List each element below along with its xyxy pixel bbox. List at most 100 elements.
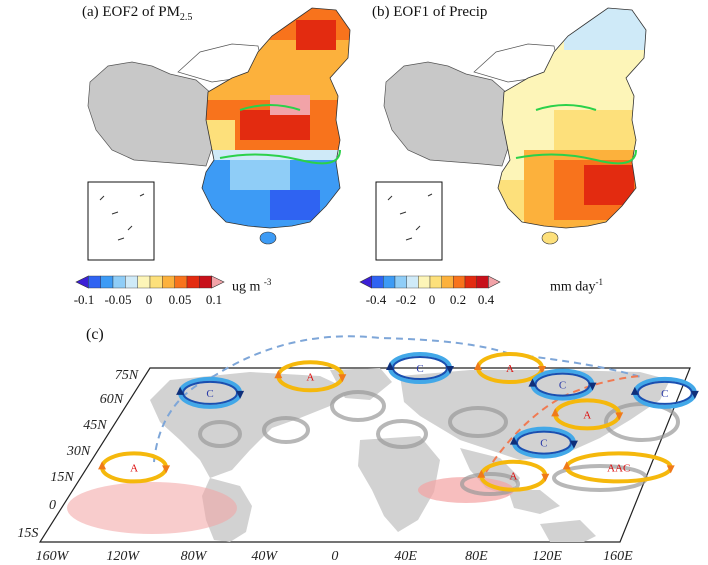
panel-a-unit-base: ug m — [232, 279, 261, 295]
panel-c-label: (c) — [86, 326, 104, 343]
panel-c-lat-label: 15S — [17, 526, 38, 541]
panel-a-colorbar — [75, 275, 225, 289]
panel-c-lon-label: 160W — [36, 549, 70, 564]
panel-c-flow-arrow — [588, 382, 597, 391]
panel-a-colorbar-swatch — [125, 275, 138, 289]
panel-c-center-label: A — [506, 363, 514, 375]
panel-c-center-c: C — [386, 352, 454, 384]
panel-b-colorbar-swatch — [406, 275, 419, 289]
panel-b-tick: 0.2 — [449, 292, 467, 307]
panel-c-flow-arrow — [630, 386, 639, 395]
panel-b-eof1-precip: (b) EOF1 of Precip mm day-1 -0.4 -0.2 0 — [354, 0, 708, 310]
panel-b-colorbar-unit: mm day-1 — [550, 277, 603, 296]
panel-c-grey-ring — [460, 472, 520, 496]
panel-c-lon-labels: 160W 120W 80W 40W 0 40E 80E 120E 160E — [36, 549, 633, 564]
panel-a-inset-islands — [99, 193, 145, 241]
panel-b-yellow-river — [535, 104, 597, 111]
panel-a-tick: -0.05 — [104, 292, 132, 307]
panel-b-china-outline — [497, 7, 647, 229]
panel-c-grey-ring — [376, 419, 428, 449]
panel-c-center-a: A — [474, 352, 546, 384]
panel-c-lat-label: 0 — [49, 498, 56, 513]
panel-c-flow-arrow — [386, 362, 394, 370]
panel-c-flow-arrow — [666, 465, 675, 474]
panel-c-maritime-continent — [508, 490, 560, 514]
panel-b-inset-islands — [387, 193, 433, 241]
panel-a-tick: 0.05 — [168, 292, 192, 307]
panel-c-flow-arrow — [338, 374, 347, 383]
panel-b-tick: -0.4 — [365, 292, 387, 307]
panel-b-hainan — [541, 231, 559, 245]
panel-a-grey-west — [87, 61, 213, 167]
panel-c-center-a: A — [274, 360, 347, 393]
panel-c-lat-label: 60N — [100, 392, 124, 407]
panel-a-yellow-river — [239, 104, 301, 111]
panel-c-flow-arrow — [690, 390, 699, 399]
panel-c-center-c: C — [176, 376, 245, 409]
panel-b-precip-field — [498, 8, 646, 228]
panel-c-lat-labels: 75N 60N 45N 30N 15N 0 15S — [17, 368, 139, 541]
panel-c-north-america — [150, 372, 350, 478]
panel-c-lon-label: 0 — [331, 549, 338, 564]
panel-b-yangtze-river — [515, 149, 637, 165]
panel-c-center-a: A — [98, 451, 171, 484]
panel-c-grey-ring — [262, 416, 310, 444]
panel-c-center-label: C — [206, 388, 213, 400]
panel-b-tick: -0.2 — [395, 292, 417, 307]
panel-c-lon-label: 80E — [465, 549, 488, 564]
panel-c-lat-label: 30N — [66, 444, 91, 459]
panel-c-center-label: C — [661, 388, 668, 400]
panel-c-center-label: A — [130, 462, 138, 474]
panel-c-center-label: AAC — [607, 462, 630, 474]
panel-a-eof2-pm25: (a) EOF2 of PM2.5 — [0, 0, 354, 310]
panel-a-hainan — [259, 231, 277, 245]
panel-c-flow-arrow — [162, 465, 171, 474]
panel-c-australia — [540, 520, 596, 542]
panel-c-lat-label: 75N — [115, 368, 139, 383]
panel-c-circulation-map: (c) 75 — [0, 310, 708, 565]
panel-c-lon-label: 40W — [251, 549, 278, 564]
panel-b-colorbar-swatch — [418, 275, 431, 289]
panel-c-lon-label: 120E — [532, 549, 562, 564]
panel-b-map — [359, 7, 647, 289]
panel-c-grey-ring — [330, 390, 386, 422]
panel-a-colorbar-arrow-right — [211, 275, 225, 289]
panel-a-title: (a) EOF2 of PM2.5 — [82, 4, 192, 23]
panel-a-map — [75, 7, 351, 289]
panel-b-colorbar-swatch — [453, 275, 466, 289]
panel-c-lon-label: 120W — [106, 549, 140, 564]
panel-a-unit-sup: -3 — [263, 277, 272, 287]
panel-a-china-outline — [201, 7, 351, 229]
panel-c-flow-arrow — [176, 386, 185, 395]
panel-c-center-label: C — [540, 438, 547, 450]
panel-c-grey-rings — [198, 390, 680, 496]
panel-c-flow-arrow — [538, 366, 546, 374]
panel-c-flow-arrow — [615, 412, 624, 421]
panel-a-tick: 0 — [145, 292, 153, 307]
panel-c-grey-ring — [448, 406, 508, 438]
panel-c-africa — [358, 436, 440, 532]
panel-a-title-text: (a) EOF2 of PM — [82, 4, 180, 20]
panel-c-lon-label: 80W — [181, 549, 208, 564]
panel-b-colorbar-swatch — [441, 275, 454, 289]
panel-c-grey-ring — [198, 420, 242, 448]
panel-b-colorbar-swatch — [476, 275, 489, 289]
panel-c-map: 75N 60N 45N 30N 15N 0 15S 160W 120W 80W 40W 0 40E 80… — [17, 335, 699, 564]
panel-c-circulation-centers: A C A C A C A C C A AAC — [98, 352, 699, 492]
panel-a-south-china-sea-inset — [87, 181, 155, 261]
panel-a-colorbar-swatch — [100, 275, 114, 289]
panel-b-colorbar-arrow-left — [359, 275, 372, 289]
panel-c-lat-label: 15N — [50, 470, 74, 485]
panel-a-colorbar-swatch — [149, 275, 163, 289]
panel-c-flow-arrow — [551, 408, 560, 417]
panel-c-center-label: A — [509, 471, 517, 483]
panel-c-center-a: A — [477, 459, 550, 492]
panel-c-flow-arrow — [509, 436, 518, 445]
panel-c-center-c: C — [509, 426, 578, 459]
panel-c-flow-arrow — [541, 473, 550, 482]
panel-c-flow-arrow — [562, 461, 571, 470]
panel-c-flow-arrow — [236, 390, 245, 399]
panel-c-center-label: C — [416, 363, 423, 375]
panel-c-center-c: C — [630, 376, 699, 409]
panel-b-colorbar-swatch — [371, 275, 384, 289]
